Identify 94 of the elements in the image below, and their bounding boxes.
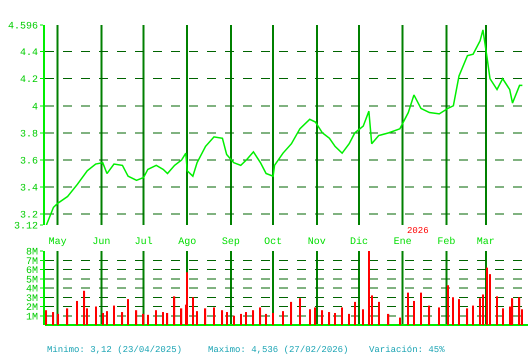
bar: [413, 300, 415, 325]
bar: [378, 302, 380, 325]
y-tick-label: 8M: [26, 248, 38, 258]
bar: [438, 307, 440, 325]
bar: [321, 310, 324, 325]
y-tick-label: 4M: [26, 284, 38, 296]
bar: [155, 310, 157, 325]
bar: [496, 296, 498, 325]
x-tick-label: Mar: [476, 237, 495, 248]
bar: [106, 311, 108, 325]
x-tick-label: Dic: [350, 236, 368, 248]
bar: [196, 311, 198, 325]
bar: [334, 312, 336, 325]
bar: [290, 302, 292, 325]
text: 2026: [407, 226, 429, 236]
x-tick-label: Jul: [134, 236, 153, 248]
bar: [362, 309, 364, 325]
bar: [472, 306, 474, 325]
y-tick-label: 3.2: [20, 210, 38, 222]
bar: [252, 310, 254, 325]
bar: [458, 299, 460, 325]
bar: [447, 285, 449, 325]
bar: [428, 306, 430, 325]
y-tick-label: 3.4: [20, 184, 38, 195]
y-tick-label: 4.4: [20, 48, 38, 60]
bar: [518, 297, 520, 325]
bar: [341, 307, 343, 325]
bar: [121, 312, 124, 325]
bar: [420, 292, 422, 325]
text: Minimo: 3,12 (23/04/2025): [47, 345, 182, 355]
bar: [511, 298, 514, 325]
bar: [348, 314, 350, 325]
bar: [192, 297, 194, 325]
x-tick-label: Nov: [308, 237, 326, 248]
y-tick-label: 6M: [26, 266, 38, 277]
x-tick-label: Sep: [222, 237, 240, 248]
bar: [407, 292, 409, 325]
bar: [486, 268, 488, 325]
x-tick-label: Feb: [437, 236, 456, 248]
bar: [83, 290, 86, 325]
x-tick-label: May: [48, 237, 67, 248]
bar: [102, 312, 104, 325]
x-tick-label: Jun: [92, 237, 110, 248]
bar: [186, 272, 188, 325]
bar: [240, 314, 242, 325]
text: Variación: 45%: [369, 345, 446, 355]
bar: [399, 318, 401, 325]
bar: [479, 298, 481, 325]
bar: [147, 314, 149, 325]
bar: [328, 312, 330, 325]
bar: [127, 299, 129, 325]
bar: [245, 312, 247, 325]
bar: [226, 312, 228, 325]
bar: [213, 307, 215, 325]
bar: [204, 308, 206, 325]
bar: [135, 310, 138, 325]
bar: [282, 311, 284, 325]
bar: [221, 310, 224, 325]
bar: [166, 312, 168, 325]
text: Maximo: 4,536 (27/02/2026): [208, 345, 348, 355]
bar: [142, 314, 144, 325]
bar: [57, 314, 59, 325]
bar: [502, 308, 504, 325]
bar: [259, 307, 262, 325]
bar: [52, 312, 54, 325]
bar: [272, 312, 274, 325]
bar: [113, 306, 115, 325]
bar: [482, 294, 484, 325]
bar: [162, 312, 164, 325]
y-tick-label: 3.8: [20, 129, 38, 140]
bar: [66, 308, 68, 325]
bar: [233, 316, 235, 325]
bar: [95, 306, 97, 325]
y-tick-label: 3.6: [20, 156, 38, 168]
bar: [314, 307, 316, 325]
y-tick-label: 4.596: [8, 22, 38, 32]
bar: [452, 297, 454, 325]
bar: [45, 310, 48, 325]
bar: [368, 251, 370, 325]
y-tick-label: 3.12: [14, 222, 38, 232]
bar: [309, 309, 311, 325]
y-tick-label: 2M: [26, 303, 38, 314]
bar: [354, 302, 356, 325]
x-tick-label: Oct: [264, 237, 282, 248]
x-tick-label: Ene: [394, 237, 412, 248]
x-tick-label: Ago: [178, 237, 196, 248]
y-tick-label: 4.2: [20, 75, 38, 86]
bar: [173, 296, 176, 325]
y-tick-label: 1M: [26, 312, 38, 324]
bar: [299, 298, 301, 325]
y-tick-label: 4: [32, 102, 38, 114]
bar: [76, 300, 78, 325]
bar: [265, 314, 267, 325]
bar: [466, 308, 468, 325]
